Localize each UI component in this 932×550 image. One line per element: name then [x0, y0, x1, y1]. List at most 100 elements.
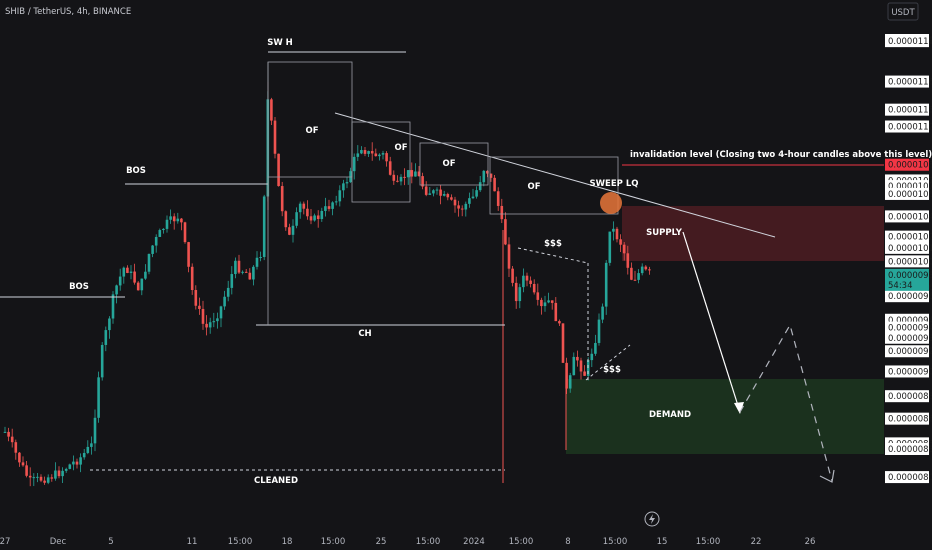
candle-body	[525, 275, 529, 281]
candle-body	[25, 465, 28, 476]
candle-body	[46, 477, 50, 483]
candle-body	[550, 300, 554, 303]
candle-body	[331, 202, 334, 209]
candle-body	[468, 198, 471, 204]
candle-body	[190, 266, 194, 291]
candle-body	[100, 344, 104, 378]
price-tag-bg	[885, 290, 929, 303]
chart-annotation: BOS	[69, 282, 89, 292]
candle-body	[97, 377, 100, 418]
candle-body	[223, 296, 226, 307]
price-tag-bg	[885, 158, 929, 171]
candle-body	[133, 271, 136, 283]
candle-body	[201, 308, 205, 324]
candle-body	[385, 153, 388, 162]
candle-body	[208, 322, 212, 328]
candle-body	[532, 283, 536, 293]
price-tag-bg	[885, 331, 929, 344]
candle-body	[633, 279, 637, 281]
candle-body	[471, 196, 475, 199]
candle-body	[374, 153, 378, 157]
lightning-icon[interactable]	[644, 511, 660, 527]
price-tag-bg	[885, 241, 929, 254]
candle-body	[7, 431, 10, 437]
candle-body	[428, 193, 432, 195]
chart-annotation: OF	[394, 143, 407, 153]
candle-body	[115, 285, 118, 295]
candle-body	[432, 190, 435, 194]
price-tag: 0.00001135	[888, 106, 932, 116]
price-tag: 0.00000808	[888, 473, 932, 483]
candle-body	[61, 470, 64, 477]
time-tick: 15:00	[321, 537, 346, 547]
candle-body	[198, 305, 201, 309]
candle-body	[612, 228, 615, 232]
candle-body	[284, 211, 288, 228]
candle-body	[342, 183, 345, 191]
candle-body	[108, 318, 111, 331]
price-tag-bg	[885, 230, 929, 243]
candle-body	[518, 287, 522, 302]
time-tick: Dec	[50, 537, 67, 547]
candle-body	[360, 150, 363, 154]
currency-box[interactable]	[887, 2, 919, 21]
price-axis: 0.000011970.000011960.000011600.00001135…	[885, 34, 932, 484]
candle-body	[57, 470, 61, 477]
candle-body	[316, 215, 320, 220]
price-tag-bg	[885, 365, 929, 378]
candle-body	[640, 266, 644, 274]
time-tick: 26	[805, 537, 816, 547]
candle-body	[234, 260, 237, 275]
candle-body	[457, 205, 460, 209]
order-flow-box-3	[419, 142, 489, 186]
candle-body	[367, 151, 370, 154]
candle-body	[252, 266, 255, 280]
candle-body	[324, 206, 327, 211]
price-tag-bg	[885, 120, 929, 133]
candle-body	[219, 306, 223, 319]
candle-body	[28, 475, 32, 478]
candle-body	[187, 242, 190, 267]
price-tag: 0.00000948	[888, 316, 932, 326]
candle-body	[439, 189, 442, 196]
time-tick: 15:00	[416, 537, 441, 547]
price-tag-bg	[885, 210, 929, 223]
candle-body	[626, 253, 630, 268]
candle-body	[176, 218, 180, 222]
candle-body	[144, 271, 147, 279]
candle-body	[601, 306, 604, 320]
price-tag: 0.00000969	[888, 292, 932, 302]
candle-body	[475, 190, 478, 197]
candle-body	[147, 253, 151, 272]
current-price-tag	[885, 268, 929, 291]
candle-body	[597, 319, 601, 343]
candle-body	[424, 186, 428, 195]
candle-body	[126, 267, 129, 273]
candle-body	[363, 150, 367, 154]
supply-zone	[622, 206, 884, 261]
candle-body	[10, 436, 14, 443]
candle-body	[39, 476, 43, 481]
time-axis[interactable]: 27 Dec 5 11 15:00 18 15:00 25 15:00 2024 15:00 8 15:…	[0, 537, 815, 547]
chart-annotation: OF	[442, 159, 455, 169]
price-tag: 0.00000836	[888, 445, 932, 455]
symbol-title: SHIB / TetherUS, 4h, BINANCE	[5, 7, 131, 17]
candle-body	[21, 462, 25, 466]
candle-body	[165, 219, 169, 229]
candle-body	[68, 464, 72, 469]
candle-body	[43, 480, 46, 483]
demand-zone	[566, 379, 884, 454]
candle-body	[169, 216, 172, 220]
chart-annotation: $$$	[544, 239, 562, 249]
candle-body	[194, 290, 198, 306]
chart-annotation: SWEEP LQ	[590, 179, 639, 189]
chart-annotation: SW H	[267, 38, 293, 48]
candle-body	[183, 222, 187, 243]
candle-body	[180, 218, 183, 223]
price-tag-bg	[885, 187, 929, 200]
